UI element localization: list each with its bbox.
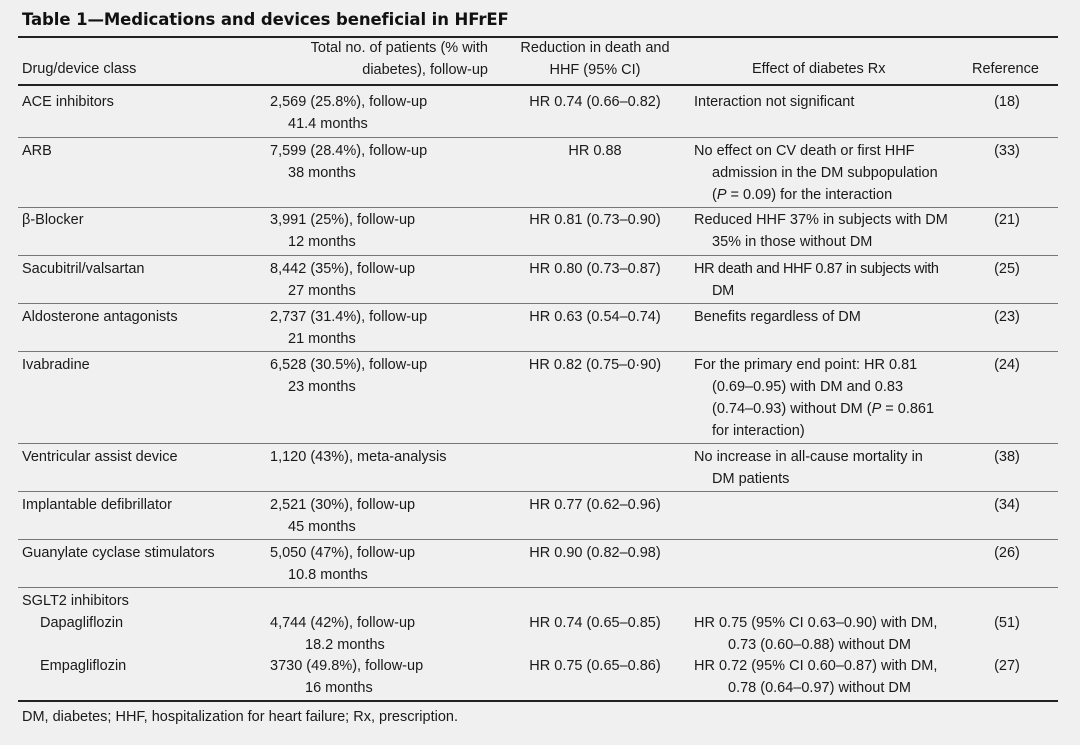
row-sacubitril-patients: 8,442 (35%), follow-up 27 months <box>270 261 416 299</box>
row-aldosterone-reduction: HR 0.63 (0.54–0.74) <box>529 309 661 325</box>
row-dapagliflozin-effect: HR 0.75 (95% CI 0.63–0.90) with DM, 0.73 … <box>694 615 938 653</box>
row-empagliflozin-patients: 3730 (49.8%), follow-up 16 months <box>270 658 424 696</box>
row-ivabradine-reference: (24) <box>994 357 1020 373</box>
row-ace-effect: Interaction not significant <box>694 94 855 110</box>
row-arb-effect: No effect on CV death or first HHF admis… <box>694 143 938 203</box>
row-sacubitril-reduction: HR 0.80 (0.73–0.87) <box>529 261 661 277</box>
bottom-rule <box>18 700 1058 702</box>
row-sacubitril-drug: Sacubitril/valsartan <box>22 261 145 277</box>
row-arb-patients: 7,599 (28.4%), follow-up 38 months <box>270 143 428 181</box>
row-dapagliflozin-drug: Dapagliflozin <box>40 615 124 631</box>
row-divider <box>18 443 1058 444</box>
row-dapagliflozin-reference: (51) <box>994 615 1020 631</box>
row-sacubitril-effect: HR death and HHF 0.87 in subjects with DM <box>694 261 939 299</box>
header-reference: Reference <box>972 61 1039 77</box>
row-ivabradine-drug: Ivabradine <box>22 357 90 373</box>
header-rule <box>18 84 1058 86</box>
row-icd-patients: 2,521 (30%), follow-up 45 months <box>270 497 416 535</box>
row-ivabradine-reduction: HR 0.82 (0.75–0·90) <box>528 357 662 373</box>
row-betablocker-reference: (21) <box>994 212 1020 228</box>
row-ace-drug: ACE inhibitors <box>22 94 114 110</box>
row-empagliflozin-effect: HR 0.72 (95% CI 0.60–0.87) with DM, 0.78 … <box>694 658 938 696</box>
header-drug: Drug/device class <box>22 61 137 77</box>
row-empagliflozin-reduction: HR 0.75 (0.65–0.86) <box>529 658 661 674</box>
row-vad-drug: Ventricular assist device <box>22 449 178 465</box>
row-divider <box>18 491 1058 492</box>
row-betablocker-drug: β-Blocker <box>22 212 84 228</box>
row-arb-drug: ARB <box>22 143 52 159</box>
header-effect: Effect of diabetes Rx <box>752 61 886 77</box>
row-aldosterone-drug: Aldosterone antagonists <box>22 309 178 325</box>
row-guanylate-drug: Guanylate cyclase stimulators <box>22 545 215 561</box>
row-divider <box>18 255 1058 256</box>
row-ace-patients: 2,569 (25.8%), follow-up 41.4 months <box>270 94 428 132</box>
row-arb-reference: (33) <box>994 143 1020 159</box>
row-guanylate-patients: 5,050 (47%), follow-up 10.8 months <box>270 545 416 583</box>
row-aldosterone-reference: (23) <box>994 309 1020 325</box>
row-divider <box>18 303 1058 304</box>
row-betablocker-effect: Reduced HHF 37% in subjects with DM 35% i… <box>694 212 948 250</box>
row-betablocker-reduction: HR 0.81 (0.73–0.90) <box>529 212 661 228</box>
row-sacubitril-reference: (25) <box>994 261 1020 277</box>
row-divider <box>18 207 1058 208</box>
row-vad-patients: 1,120 (43%), meta-analysis <box>270 449 447 465</box>
row-icd-reference: (34) <box>994 497 1020 513</box>
row-empagliflozin-drug: Empagliflozin <box>40 658 127 674</box>
row-guanylate-reduction: HR 0.90 (0.82–0.98) <box>529 545 661 561</box>
row-vad-effect: No increase in all-cause mortality in DM … <box>694 449 923 487</box>
row-betablocker-patients: 3,991 (25%), follow-up 12 months <box>270 212 416 250</box>
row-arb-reduction: HR 0.88 <box>568 143 622 159</box>
row-ace-reference: (18) <box>994 94 1020 110</box>
header-reduction: Reduction in death and HHF (95% CI) <box>520 40 670 78</box>
row-sglt2-group: SGLT2 inhibitors <box>22 593 129 609</box>
row-aldosterone-patients: 2,737 (31.4%), follow-up 21 months <box>270 309 428 347</box>
row-vad-reference: (38) <box>994 449 1020 465</box>
row-ace-reduction: HR 0.74 (0.66–0.82) <box>529 94 661 110</box>
row-dapagliflozin-patients: 4,744 (42%), follow-up 18.2 months <box>270 615 416 653</box>
row-divider <box>18 351 1058 352</box>
header-patients: Total no. of patients (% with diabetes),… <box>310 40 488 78</box>
table-title: Table 1—Medications and devices benefici… <box>22 10 509 29</box>
row-icd-reduction: HR 0.77 (0.62–0.96) <box>529 497 661 513</box>
table-footnote: DM, diabetes; HHF, hospitalization for h… <box>22 709 458 725</box>
row-divider <box>18 539 1058 540</box>
row-ivabradine-patients: 6,528 (30.5%), follow-up 23 months <box>270 357 428 395</box>
row-divider <box>18 137 1058 138</box>
row-ivabradine-effect: For the primary end point: HR 0.81 (0.69… <box>694 357 935 439</box>
row-dapagliflozin-reduction: HR 0.74 (0.65–0.85) <box>529 615 661 631</box>
top-rule <box>18 36 1058 38</box>
row-empagliflozin-reference: (27) <box>994 658 1020 674</box>
row-guanylate-reference: (26) <box>994 545 1020 561</box>
row-icd-drug: Implantable defibrillator <box>22 497 172 513</box>
row-aldosterone-effect: Benefits regardless of DM <box>694 309 861 325</box>
row-divider <box>18 587 1058 588</box>
